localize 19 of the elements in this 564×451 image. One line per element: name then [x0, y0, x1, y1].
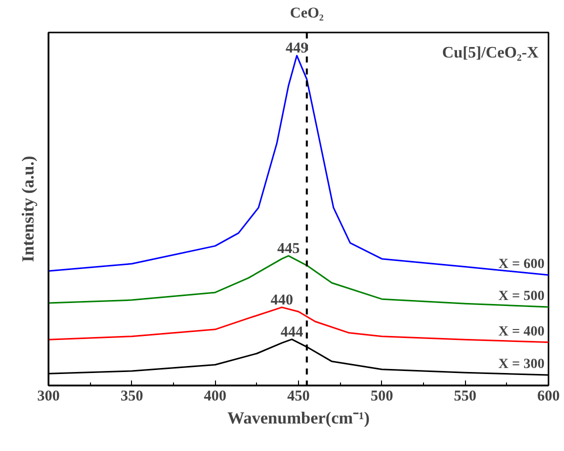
x-tick-label: 600	[537, 388, 560, 404]
annotation: 440	[270, 292, 294, 308]
x-tick-label: 550	[454, 388, 476, 404]
series-label: X = 400	[498, 324, 545, 340]
x-tick-label: 500	[370, 388, 394, 404]
annotation: Cu[5]/CeO₂-X	[442, 44, 539, 62]
annotation: 449	[286, 40, 308, 57]
x-tick-label: 400	[204, 388, 226, 404]
annotation: 444	[280, 324, 304, 340]
ref-line-label: CeO₂	[290, 6, 324, 22]
annotation: 445	[277, 240, 300, 257]
x-axis-title: Wavenumber(cm⁻¹)	[227, 408, 370, 428]
series-label: X = 300	[498, 356, 545, 372]
x-tick-label: 350	[120, 388, 144, 404]
series-label: X = 500	[498, 288, 545, 304]
x-tick-label: 300	[37, 388, 60, 404]
series-label: X = 600	[498, 256, 545, 272]
x-tick-label: 450	[287, 388, 310, 404]
y-axis-title: Intensity (a.u.)	[18, 156, 38, 262]
